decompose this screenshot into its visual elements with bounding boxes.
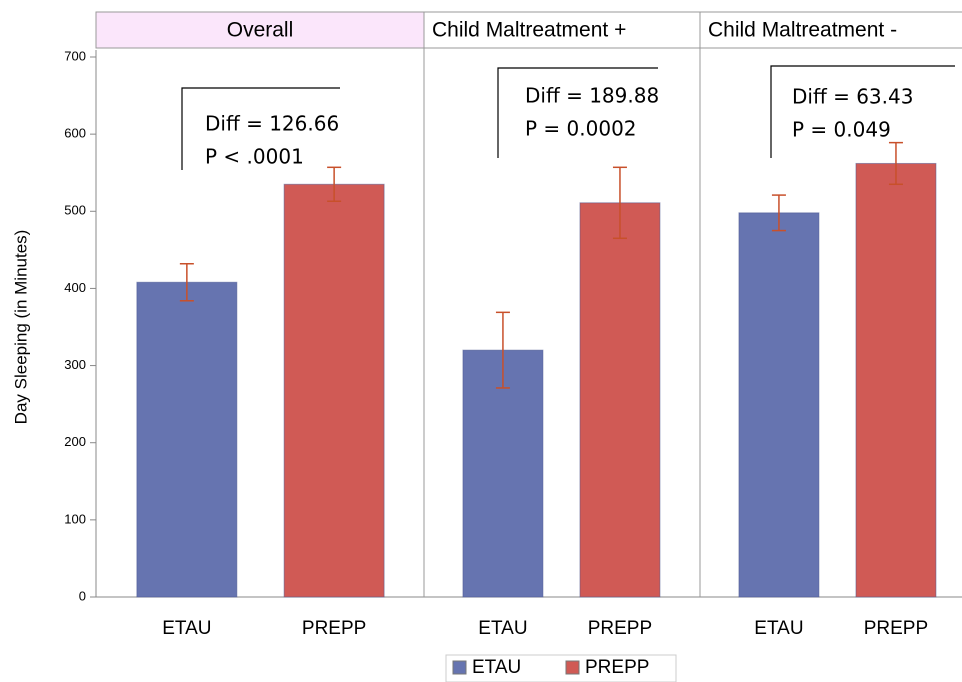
- annotation-bracket: [497, 67, 658, 158]
- annotation-bracket: [770, 65, 955, 158]
- y-tick-label: 300: [64, 357, 86, 372]
- y-tick-label: 100: [64, 511, 86, 526]
- annotation: Diff = 189.88: [525, 84, 659, 108]
- y-axis-label: Day Sleeping (in Minutes): [11, 230, 30, 425]
- panel-title: Child Maltreatment -: [708, 19, 897, 42]
- annotation: Diff = 126.66: [205, 112, 339, 136]
- y-tick-label: 400: [64, 280, 86, 295]
- bar: [855, 162, 937, 598]
- y-tick-label: 700: [64, 48, 86, 63]
- bar: [136, 281, 238, 598]
- x-tick-label: ETAU: [478, 618, 527, 639]
- y-tick-label: 0: [79, 588, 86, 603]
- bar: [283, 183, 385, 598]
- x-tick-label: PREPP: [588, 618, 652, 639]
- legend-box: [445, 654, 677, 682]
- y-tick-label: 600: [64, 126, 86, 141]
- panel-title: Child Maltreatment +: [432, 19, 626, 42]
- panel-header: [699, 11, 962, 49]
- x-tick-label: PREPP: [302, 618, 366, 639]
- legend-swatch: [452, 660, 467, 675]
- x-tick-label: ETAU: [754, 618, 803, 639]
- panel-title: Overall: [227, 19, 294, 42]
- y-tick-label: 200: [64, 434, 86, 449]
- panel-header: [423, 11, 701, 49]
- bar: [738, 212, 820, 598]
- annotation: P = 0.0002: [525, 117, 637, 141]
- annotation: P < .0001: [205, 145, 304, 169]
- bar: [462, 349, 544, 598]
- annotation: P = 0.049: [792, 118, 891, 142]
- x-tick-label: PREPP: [864, 618, 928, 639]
- y-tick-label: 500: [64, 203, 86, 218]
- legend-label: ETAU: [472, 657, 521, 678]
- legend-label: PREPP: [585, 657, 649, 678]
- x-tick-label: ETAU: [162, 618, 211, 639]
- annotation: Diff = 63.43: [792, 85, 913, 109]
- bar: [579, 202, 661, 598]
- annotation-bracket: [181, 87, 340, 170]
- legend-swatch: [565, 660, 580, 675]
